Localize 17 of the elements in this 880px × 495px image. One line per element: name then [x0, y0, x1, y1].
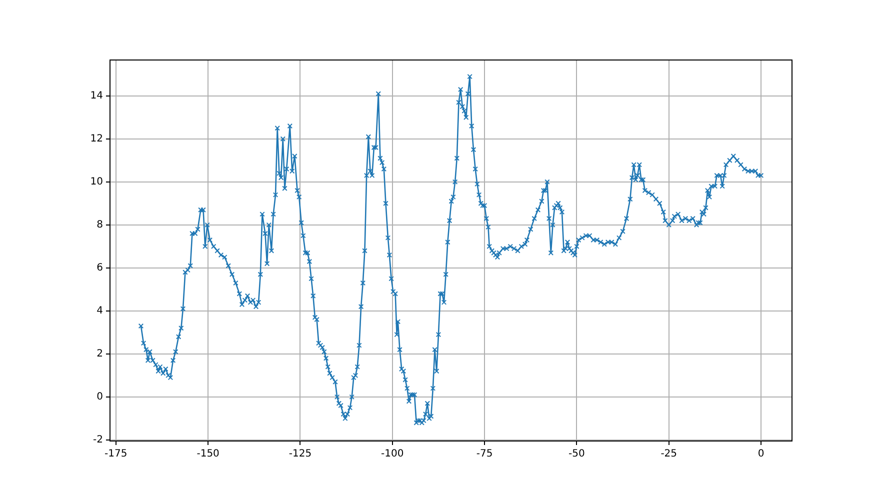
y-tick-label: 14 [90, 90, 103, 102]
y-tick-label: 6 [96, 262, 103, 274]
x-tick-label: -75 [476, 448, 493, 460]
x-tick-label: -125 [288, 448, 312, 460]
x-tick-label: -175 [104, 448, 128, 460]
x-tick-label: -150 [196, 448, 220, 460]
x-tick-label: -50 [568, 448, 585, 460]
y-tick-label: -2 [93, 434, 103, 446]
y-tick-label: 0 [96, 392, 103, 403]
x-tick-label: -100 [381, 448, 404, 460]
y-tick-label: 12 [90, 134, 103, 145]
x-tick-label: 0 [758, 448, 764, 460]
y-tick-label: 8 [96, 220, 103, 231]
y-tick-label: 10 [90, 176, 103, 188]
x-tick-label: -25 [660, 448, 678, 460]
y-tick-label: 2 [96, 348, 103, 360]
y-tick-label: 4 [96, 306, 103, 317]
